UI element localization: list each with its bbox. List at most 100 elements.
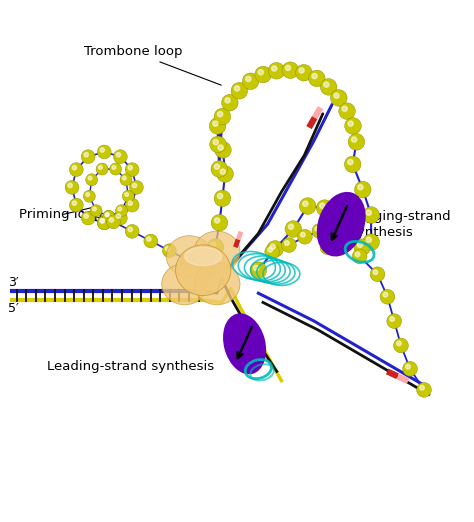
- Circle shape: [366, 210, 372, 216]
- Circle shape: [225, 98, 230, 103]
- Circle shape: [351, 137, 357, 142]
- Text: Trombone loop: Trombone loop: [83, 45, 221, 85]
- Circle shape: [282, 62, 299, 78]
- Circle shape: [97, 145, 111, 159]
- Circle shape: [366, 237, 372, 242]
- Circle shape: [354, 239, 371, 255]
- Circle shape: [316, 200, 333, 216]
- Circle shape: [218, 145, 223, 150]
- Circle shape: [246, 76, 251, 81]
- Circle shape: [100, 148, 104, 152]
- Ellipse shape: [317, 192, 365, 256]
- Circle shape: [312, 74, 317, 79]
- Circle shape: [165, 246, 170, 251]
- Circle shape: [146, 237, 151, 241]
- Circle shape: [231, 82, 247, 99]
- Circle shape: [128, 227, 132, 232]
- Circle shape: [348, 121, 353, 126]
- Circle shape: [105, 213, 109, 217]
- Circle shape: [100, 219, 104, 223]
- Ellipse shape: [166, 236, 212, 277]
- Circle shape: [267, 241, 283, 257]
- Circle shape: [210, 136, 226, 153]
- Circle shape: [330, 90, 347, 106]
- Circle shape: [272, 66, 277, 71]
- Circle shape: [417, 383, 431, 397]
- Circle shape: [207, 239, 224, 255]
- Circle shape: [68, 183, 73, 187]
- Circle shape: [339, 103, 356, 120]
- Circle shape: [220, 169, 226, 174]
- Circle shape: [128, 165, 132, 170]
- Circle shape: [285, 221, 301, 238]
- Circle shape: [144, 234, 158, 248]
- Circle shape: [97, 216, 111, 230]
- Circle shape: [358, 185, 363, 190]
- Circle shape: [122, 190, 134, 202]
- Circle shape: [282, 238, 296, 253]
- Circle shape: [419, 385, 424, 390]
- Circle shape: [324, 82, 329, 87]
- Circle shape: [355, 181, 371, 198]
- Text: Leading-strand synthesis: Leading-strand synthesis: [47, 360, 214, 373]
- Circle shape: [120, 174, 132, 186]
- Circle shape: [265, 244, 280, 259]
- Circle shape: [373, 270, 378, 275]
- Text: 3′: 3′: [8, 276, 18, 289]
- Text: Lagging-strand
synthesis: Lagging-strand synthesis: [350, 210, 451, 239]
- Circle shape: [88, 176, 92, 180]
- Circle shape: [116, 214, 120, 218]
- Circle shape: [352, 249, 367, 264]
- Circle shape: [203, 265, 208, 270]
- Circle shape: [81, 150, 95, 163]
- Circle shape: [402, 361, 418, 376]
- Circle shape: [116, 152, 120, 157]
- Circle shape: [72, 165, 77, 170]
- Circle shape: [320, 79, 337, 95]
- Circle shape: [103, 210, 115, 222]
- Ellipse shape: [175, 245, 231, 295]
- Circle shape: [255, 66, 272, 83]
- Circle shape: [270, 244, 275, 249]
- Circle shape: [90, 205, 102, 217]
- Circle shape: [387, 314, 401, 328]
- Circle shape: [348, 134, 365, 150]
- Circle shape: [380, 289, 395, 304]
- Ellipse shape: [223, 313, 266, 374]
- Circle shape: [81, 211, 95, 225]
- Circle shape: [125, 224, 139, 238]
- Circle shape: [163, 244, 176, 257]
- Circle shape: [357, 242, 363, 247]
- Circle shape: [315, 227, 319, 231]
- Circle shape: [112, 165, 116, 169]
- Circle shape: [312, 224, 327, 239]
- Circle shape: [128, 201, 132, 205]
- Circle shape: [213, 139, 219, 145]
- Circle shape: [215, 141, 231, 158]
- Circle shape: [342, 106, 347, 112]
- Circle shape: [214, 164, 219, 169]
- Circle shape: [132, 183, 137, 187]
- Circle shape: [268, 63, 285, 79]
- Circle shape: [348, 159, 353, 165]
- Circle shape: [254, 265, 259, 270]
- Circle shape: [99, 165, 102, 169]
- Ellipse shape: [194, 263, 240, 305]
- Circle shape: [319, 203, 325, 208]
- Circle shape: [323, 243, 328, 247]
- Circle shape: [309, 70, 325, 87]
- Circle shape: [100, 219, 104, 223]
- Circle shape: [86, 193, 90, 196]
- Circle shape: [397, 341, 401, 346]
- Circle shape: [72, 201, 77, 205]
- Circle shape: [363, 207, 379, 223]
- Circle shape: [406, 364, 410, 369]
- Circle shape: [213, 121, 218, 126]
- Circle shape: [214, 108, 231, 125]
- Circle shape: [125, 193, 128, 196]
- Circle shape: [288, 224, 294, 229]
- Text: 5′: 5′: [8, 302, 18, 315]
- Circle shape: [196, 268, 210, 282]
- Circle shape: [125, 198, 139, 212]
- Circle shape: [338, 223, 344, 228]
